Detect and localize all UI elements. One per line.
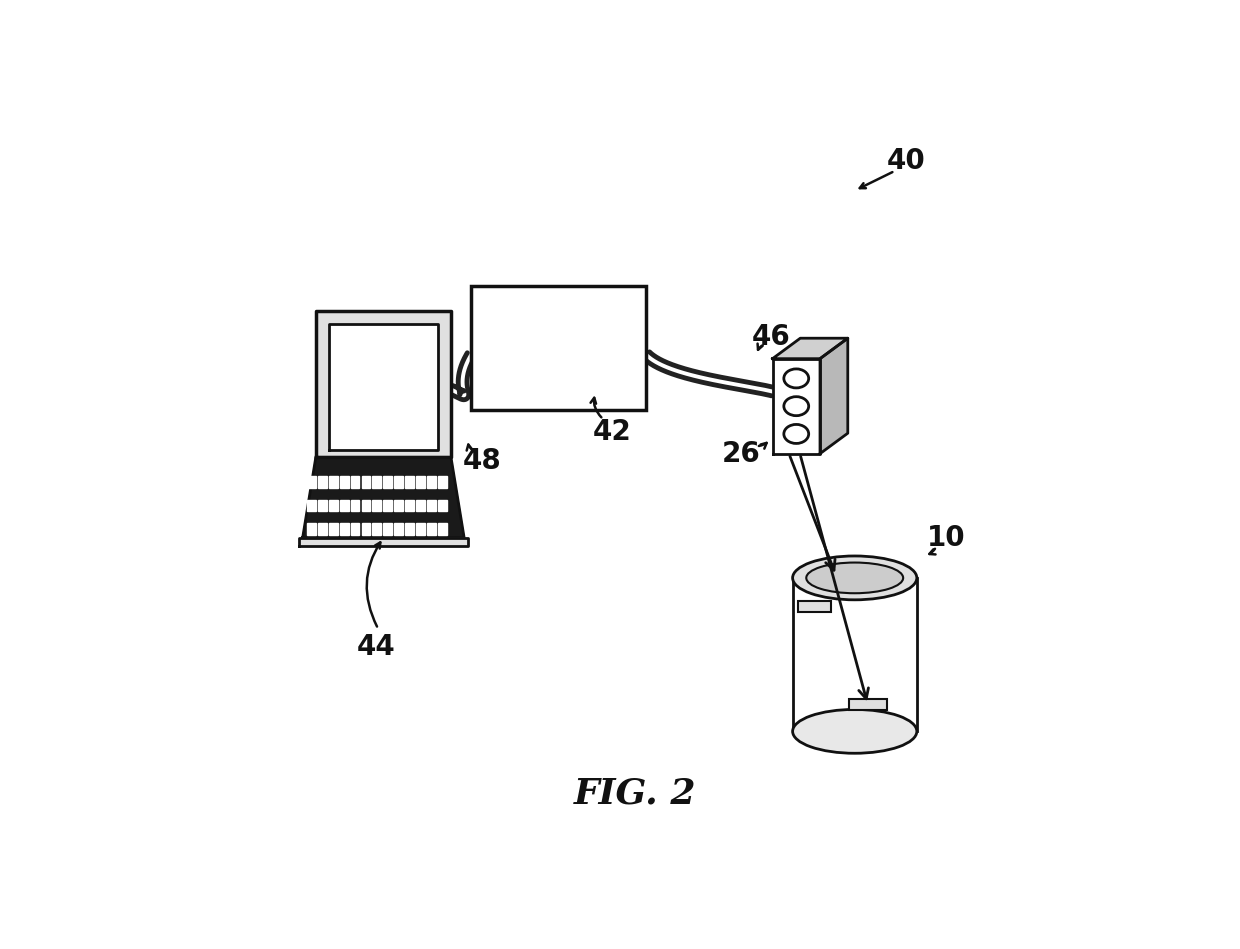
Text: FIG. 2: FIG. 2 <box>574 776 697 810</box>
Bar <box>438 476 446 488</box>
Ellipse shape <box>784 424 808 443</box>
Bar <box>405 523 414 535</box>
Ellipse shape <box>784 369 808 388</box>
Bar <box>417 500 425 512</box>
Bar <box>405 500 414 512</box>
Polygon shape <box>329 325 438 450</box>
Text: 26: 26 <box>722 439 761 468</box>
Bar <box>351 523 360 535</box>
Bar <box>317 476 326 488</box>
Ellipse shape <box>792 710 916 754</box>
Polygon shape <box>303 457 464 538</box>
Bar <box>394 476 403 488</box>
Bar <box>417 476 425 488</box>
Bar <box>351 500 360 512</box>
Ellipse shape <box>784 397 808 416</box>
Bar <box>438 500 446 512</box>
Text: 42: 42 <box>593 418 631 446</box>
Bar <box>394 500 403 512</box>
Bar <box>340 476 348 488</box>
Bar <box>383 500 392 512</box>
Bar <box>329 476 337 488</box>
Bar <box>372 523 381 535</box>
Polygon shape <box>299 538 467 547</box>
Bar <box>471 286 646 410</box>
Bar <box>308 500 316 512</box>
Bar <box>362 500 371 512</box>
Polygon shape <box>316 311 451 457</box>
Polygon shape <box>792 578 916 732</box>
Text: 10: 10 <box>926 524 966 551</box>
Text: 40: 40 <box>887 147 925 176</box>
Bar <box>394 523 403 535</box>
Text: 48: 48 <box>463 447 501 475</box>
Bar <box>427 500 435 512</box>
Bar <box>351 476 360 488</box>
Bar <box>362 523 371 535</box>
Bar <box>383 476 392 488</box>
Polygon shape <box>773 338 848 359</box>
Bar <box>417 523 425 535</box>
Bar <box>372 476 381 488</box>
Bar <box>383 523 392 535</box>
Bar <box>329 500 337 512</box>
Bar <box>340 500 348 512</box>
Text: 46: 46 <box>751 323 790 351</box>
Bar <box>799 601 831 612</box>
Bar <box>427 523 435 535</box>
Bar <box>317 523 326 535</box>
Bar <box>308 523 316 535</box>
Bar <box>362 476 371 488</box>
Bar <box>372 500 381 512</box>
Bar <box>340 523 348 535</box>
Ellipse shape <box>792 556 916 600</box>
Text: 44: 44 <box>357 633 396 661</box>
Bar <box>308 476 316 488</box>
Ellipse shape <box>806 563 903 593</box>
Bar <box>405 476 414 488</box>
Bar <box>438 523 446 535</box>
Bar <box>317 500 326 512</box>
Bar <box>329 523 337 535</box>
Bar <box>427 476 435 488</box>
Bar <box>848 699 887 710</box>
Polygon shape <box>773 359 820 454</box>
Polygon shape <box>820 338 848 454</box>
